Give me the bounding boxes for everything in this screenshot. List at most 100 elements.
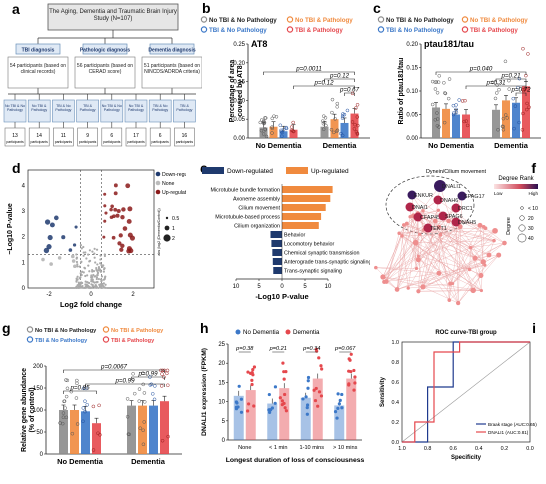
point-none (87, 253, 89, 255)
leaf-label-wrap: No TBI & No Pathology (4, 101, 26, 122)
diagnosis-desc: 56 participants (based on CERAD score) (76, 58, 134, 75)
network-node (417, 255, 420, 258)
size-legend-marker (521, 207, 524, 210)
edge (384, 227, 460, 282)
point-up (104, 211, 107, 214)
network-node (470, 287, 476, 293)
y-axis-label: DNALI1 expression (FPKM) (201, 348, 208, 436)
data-point (306, 403, 309, 406)
panel-d: d-20201234Down-regulatedNoneUp-regulated… (0, 160, 186, 320)
point-none (80, 244, 82, 246)
network-node (416, 289, 420, 293)
p-value-label: p=0.67 (339, 87, 360, 94)
diagnosis-desc-wrap: 51 participants (based on NINCDS/ADRDA c… (143, 58, 201, 87)
point-up (102, 236, 105, 239)
point-none (58, 256, 62, 260)
term-label: Microtubule-based process (215, 215, 280, 221)
data-point (64, 407, 67, 410)
data-point (240, 411, 243, 414)
point-none (94, 275, 96, 277)
data-point (236, 405, 239, 408)
data-point (354, 107, 357, 110)
data-point (324, 116, 327, 119)
point-none (88, 270, 90, 272)
point-none (98, 278, 100, 280)
bar (246, 390, 256, 440)
bar (346, 379, 356, 440)
data-point (336, 102, 339, 105)
point-none (75, 281, 77, 283)
leaf-unit: participants (6, 140, 24, 144)
point-none (100, 280, 102, 282)
point-up (119, 248, 123, 252)
legend-marker (156, 190, 161, 195)
data-point (166, 384, 169, 387)
y-tick-label: 15 (218, 380, 225, 386)
data-point (252, 404, 255, 407)
bar (492, 110, 500, 138)
legend-marker (287, 27, 292, 32)
data-point (153, 384, 156, 387)
legend-label: TBI & Pathology (295, 27, 343, 34)
y-tick-label: 5 (222, 419, 226, 425)
data-point (353, 375, 356, 378)
x-tick-label: 0.2 (501, 446, 509, 452)
point-none (96, 278, 98, 280)
y-tick-label: 1.0 (392, 340, 400, 346)
category-label: > 10 mins (333, 445, 358, 451)
data-point (235, 400, 238, 403)
point-none (90, 283, 92, 285)
p-value-label: p=0.38 (235, 346, 254, 352)
point-none (84, 251, 86, 253)
p-value-label: p=0.34 (302, 346, 320, 352)
data-point (281, 399, 284, 402)
point-none (94, 248, 96, 250)
size-legend-marker (520, 216, 525, 221)
data-point (442, 81, 445, 84)
legend-swatch (286, 167, 308, 174)
point-none (72, 259, 76, 263)
data-point (356, 103, 359, 106)
leaf-label: No TBI & Pathology (125, 101, 147, 112)
y-tick-label: 0.00 (406, 136, 418, 142)
leaf-label-wrap: TBI & No Pathology (52, 101, 74, 122)
point-down (45, 219, 50, 224)
point-up (114, 183, 118, 187)
data-point (339, 399, 342, 402)
category-label: 1-10 mins (299, 445, 324, 451)
p-value-label: p=0.12 (329, 73, 350, 80)
group-label: Dementia (494, 141, 529, 150)
bar-down (273, 267, 282, 274)
term-label: Axoneme assembly (233, 197, 280, 203)
legend-label: No TBI & No Pathology (35, 328, 97, 334)
size-legend-label: 20 (528, 216, 534, 222)
y-axis-label-line: Ratio of ptau181/tau (398, 58, 405, 125)
p-value-label: p=0.12 (313, 80, 334, 87)
bar (70, 410, 79, 454)
point-none (87, 265, 89, 267)
network-node (397, 231, 401, 235)
data-point (251, 368, 254, 371)
point-down (61, 235, 65, 239)
panel-label: i (532, 320, 536, 336)
leaf-label: No TBI & No Pathology (101, 101, 123, 112)
size-legend-marker (165, 226, 170, 231)
panel-label: c (373, 0, 381, 16)
edge (386, 225, 403, 282)
point-up (127, 246, 132, 251)
data-point (322, 115, 325, 118)
data-point (143, 400, 146, 403)
leaf-label-wrap: TBI & Pathology (173, 101, 195, 122)
leaf-count: 6 (110, 133, 113, 139)
leaf-count: 11 (61, 133, 66, 139)
point-none (94, 257, 96, 259)
point-none (91, 276, 93, 278)
data-point (318, 390, 321, 393)
data-point (340, 406, 343, 409)
edge (418, 256, 449, 300)
legend-marker (103, 327, 108, 332)
